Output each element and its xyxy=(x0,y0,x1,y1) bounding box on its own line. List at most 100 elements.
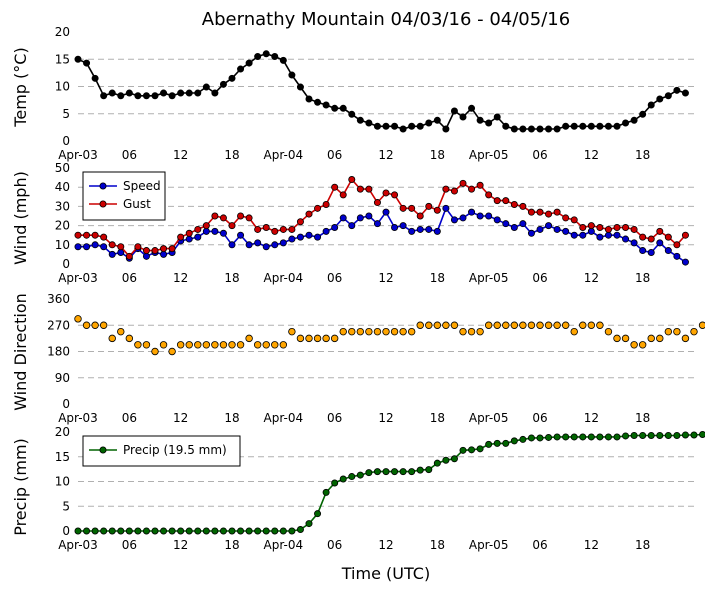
temp-data-point xyxy=(536,125,544,133)
precip-data-point xyxy=(519,435,527,443)
wind-data-point xyxy=(194,233,202,241)
temp-data-point xyxy=(185,89,193,97)
wind-data-point xyxy=(91,241,99,249)
winddir-data-point xyxy=(91,321,99,329)
precip-data-point xyxy=(91,527,99,535)
wind-x-tick-label: 06 xyxy=(532,271,547,285)
wind-data-point xyxy=(450,187,458,195)
precip-data-point xyxy=(545,433,553,441)
wind-data-point xyxy=(536,225,544,233)
temp-data-point xyxy=(83,59,91,67)
temp-data-point xyxy=(408,122,416,130)
precip-data-point xyxy=(117,527,125,535)
precip-data-point xyxy=(416,466,424,474)
temp-data-point xyxy=(74,55,82,63)
precip-data-point xyxy=(639,431,647,439)
wind-data-point xyxy=(647,248,655,256)
precip-y-tick-label: 0 xyxy=(62,524,70,538)
wind-data-point xyxy=(83,243,91,251)
temp-data-point xyxy=(647,101,655,109)
wind-data-point xyxy=(433,206,441,214)
temp-data-point xyxy=(305,95,313,103)
temp-data-point xyxy=(450,107,458,115)
precip-data-point xyxy=(630,431,638,439)
precip-x-tick-label: 12 xyxy=(584,538,599,552)
winddir-x-tick-label: Apr-04 xyxy=(264,411,304,425)
precip-data-point xyxy=(587,433,595,441)
winddir-data-point xyxy=(356,327,365,336)
winddir-data-point xyxy=(296,334,305,343)
temp-data-point xyxy=(142,92,150,100)
temp-data-point xyxy=(510,125,518,133)
winddir-data-point xyxy=(185,341,193,349)
precip-data-point xyxy=(331,479,339,487)
wind-data-point xyxy=(527,229,535,237)
temp-data-point xyxy=(502,122,510,130)
wind-data-point xyxy=(160,245,168,253)
precip-data-point xyxy=(211,527,219,535)
wind-data-point xyxy=(613,231,621,239)
temp-data-point xyxy=(219,80,227,88)
precip-y-tick-label: 5 xyxy=(62,499,70,513)
precip-data-point xyxy=(296,526,304,534)
wind-y-tick-label: 30 xyxy=(55,199,70,213)
winddir-data-point xyxy=(271,341,279,349)
temp-y-tick-label: 0 xyxy=(62,134,70,148)
winddir-data-point xyxy=(690,327,698,336)
winddir-data-point xyxy=(579,321,587,329)
temp-y-tick-label: 5 xyxy=(62,107,70,121)
wind-y-tick-label: 40 xyxy=(55,180,70,194)
wind-data-point xyxy=(211,227,219,235)
winddir-data-point xyxy=(638,341,647,349)
winddir-data-point xyxy=(399,327,407,336)
precip-data-point xyxy=(647,431,655,439)
wind-data-point xyxy=(339,191,347,199)
wind-data-point xyxy=(211,212,219,220)
precip-data-point xyxy=(142,527,150,535)
temp-data-point xyxy=(254,53,262,61)
winddir-data-point xyxy=(681,334,690,343)
temp-data-point xyxy=(151,92,159,100)
precip-x-tick-label: 06 xyxy=(532,538,547,552)
wind-data-point xyxy=(622,224,630,232)
precip-data-point xyxy=(314,510,322,518)
precip-data-point xyxy=(459,446,467,454)
winddir-data-point xyxy=(202,341,211,349)
wind-data-point xyxy=(527,208,535,216)
precip-data-point xyxy=(613,433,621,441)
wind-data-point xyxy=(613,224,621,232)
wind-data-point xyxy=(314,233,322,241)
wind-data-point xyxy=(673,241,681,249)
temp-data-point xyxy=(108,89,116,97)
precip-data-point xyxy=(339,475,347,483)
wind-data-point xyxy=(553,208,561,216)
temp-data-point xyxy=(382,122,390,130)
precip-data-point xyxy=(228,527,236,535)
wind-data-point xyxy=(408,204,416,212)
winddir-x-tick-label: Apr-03 xyxy=(58,411,98,425)
wind-direction-panel: Wind Direction 0 90 180 270 360 Apr-03 06 12 18 A… xyxy=(11,292,705,425)
wind-data-point xyxy=(553,225,561,233)
wind-data-point xyxy=(305,210,313,218)
temp-data-point xyxy=(519,125,527,133)
wind-data-point xyxy=(245,241,253,249)
wind-data-point xyxy=(399,222,407,230)
wind-data-point xyxy=(219,229,227,237)
chart-title: Abernathy Mountain 04/03/16 - 04/05/16 xyxy=(202,9,570,30)
wind-data-point xyxy=(373,220,381,228)
precip-legend xyxy=(82,435,241,467)
winddir-data-point xyxy=(305,334,313,343)
wind-data-point xyxy=(262,243,270,251)
winddir-data-point xyxy=(134,341,142,349)
wind-data-point xyxy=(502,197,510,205)
temp-x-tick-label: 06 xyxy=(532,148,547,162)
wind-data-point xyxy=(562,227,570,235)
precip-data-point xyxy=(134,527,142,535)
precip-data-point xyxy=(570,433,578,441)
winddir-data-point xyxy=(621,334,630,343)
winddir-data-point xyxy=(407,327,416,336)
temp-data-point xyxy=(211,89,219,97)
winddir-data-point xyxy=(476,327,484,336)
wind-data-point xyxy=(459,179,467,187)
winddir-data-point xyxy=(151,347,159,356)
